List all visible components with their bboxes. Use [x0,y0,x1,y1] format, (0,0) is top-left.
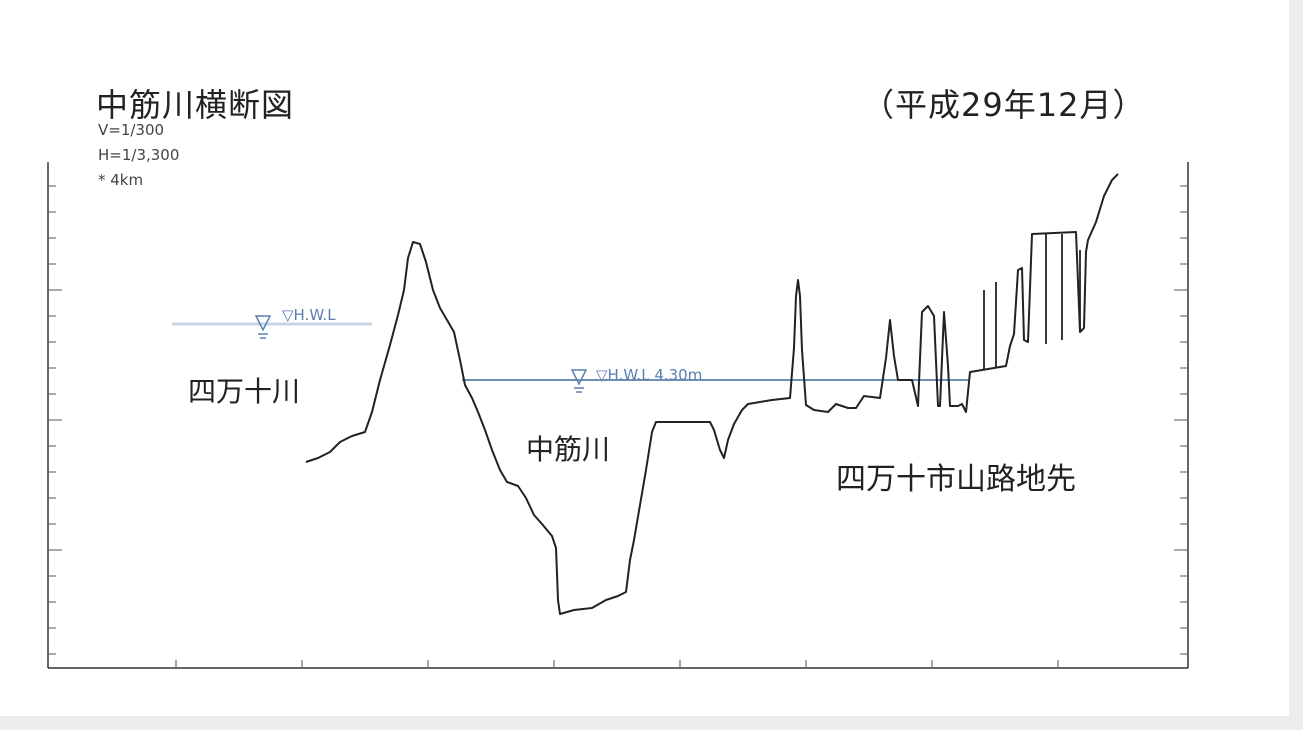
left-river-label: 四万十川 [188,375,301,408]
water-level-center-marker [570,369,588,393]
bottom-axis-ticks [175,660,1059,668]
right-axis-ticks [1174,185,1188,655]
center-river-label: 中筋川 [526,433,611,466]
vertical-scale: V=1/300 [98,121,165,139]
diagram-title: 中筋川横断図 [96,86,295,124]
levee-structures [983,234,1081,370]
horizontal-scale: H=1/3,300 [98,146,180,164]
water-level-center-label: ▽H.W.L 4.30m [596,366,703,384]
ground-profile [305,173,1119,615]
plot-frame [47,162,1189,669]
image-border-right [1289,0,1303,730]
image-border-bottom [0,716,1303,730]
water-level-left-label: ▽H.W.L [282,306,336,324]
survey-date: （平成29年12月） [862,86,1146,124]
water-level-left-marker [254,315,272,339]
location-label: 四万十市山路地先 [836,462,1076,497]
distance-marker: * 4km [98,171,144,189]
left-axis-ticks [48,185,62,655]
